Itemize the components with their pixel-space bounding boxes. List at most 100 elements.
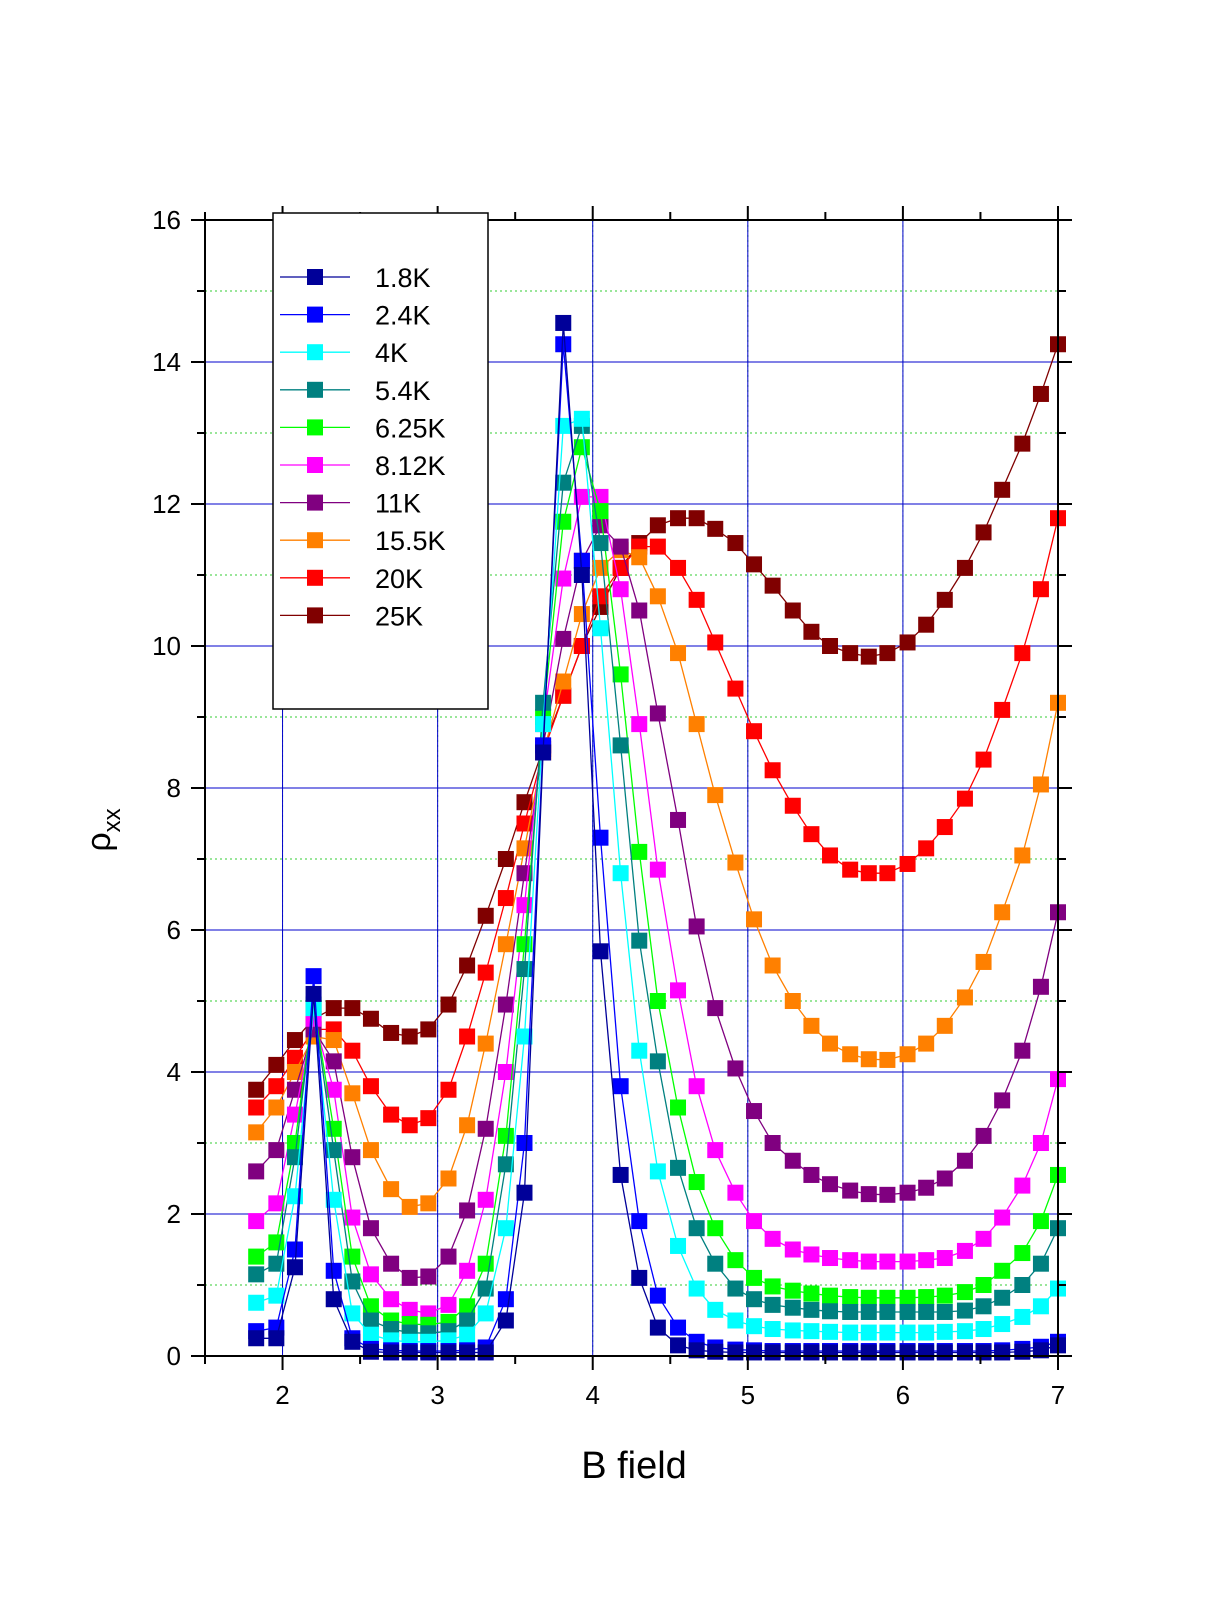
- data-point: [344, 1149, 361, 1166]
- data-point: [727, 1060, 744, 1077]
- legend-marker: [307, 607, 323, 624]
- data-point: [612, 581, 629, 598]
- data-point: [975, 1230, 992, 1247]
- data-point: [975, 953, 992, 970]
- data-point: [688, 1078, 705, 1095]
- data-point: [420, 1195, 437, 1212]
- data-point: [248, 1294, 265, 1311]
- data-point: [573, 488, 590, 505]
- data-point: [842, 861, 859, 878]
- legend-marker: [307, 381, 323, 398]
- legend-item: 2.4K: [280, 301, 431, 331]
- data-point: [727, 1280, 744, 1297]
- legend-marker: [307, 344, 323, 361]
- data-point: [842, 1252, 859, 1269]
- data-point: [936, 1303, 953, 1320]
- data-point: [1014, 645, 1031, 662]
- data-point: [746, 1318, 763, 1335]
- data-point: [420, 1344, 437, 1361]
- data-point: [860, 1253, 877, 1270]
- data-point: [670, 1319, 687, 1336]
- data-point: [649, 588, 666, 605]
- data-point: [764, 1230, 781, 1247]
- data-point: [899, 1046, 916, 1063]
- legend-label: 4K: [375, 338, 408, 368]
- data-point: [956, 1344, 973, 1361]
- data-point: [649, 1163, 666, 1180]
- data-point: [918, 1252, 935, 1269]
- data-point: [994, 1344, 1011, 1361]
- data-point: [822, 1176, 839, 1193]
- data-point: [612, 538, 629, 555]
- data-point: [994, 1092, 1011, 1109]
- data-point: [784, 1344, 801, 1361]
- legend-label: 15.5K: [375, 526, 446, 556]
- data-point: [459, 1326, 476, 1343]
- data-point: [707, 1220, 724, 1237]
- data-point: [420, 1021, 437, 1038]
- data-point: [1014, 1343, 1031, 1360]
- legend-marker: [307, 569, 323, 586]
- data-point: [286, 1049, 303, 1066]
- data-point: [803, 1344, 820, 1361]
- data-point: [573, 606, 590, 623]
- data-point: [516, 897, 533, 914]
- y-tick-label: 14: [152, 347, 181, 377]
- data-point: [899, 1253, 916, 1270]
- legend-item: 20K: [280, 564, 423, 594]
- data-point: [727, 680, 744, 697]
- data-point: [362, 1298, 379, 1315]
- data-point: [670, 1099, 687, 1116]
- data-point: [784, 797, 801, 814]
- data-point: [994, 1262, 1011, 1279]
- data-point: [879, 1324, 896, 1341]
- legend-item: 1.8K: [280, 263, 431, 293]
- data-point: [592, 829, 609, 846]
- y-axis-title: ρxx: [80, 808, 126, 851]
- data-point: [822, 638, 839, 654]
- data-point: [956, 1302, 973, 1319]
- data-point: [649, 1053, 666, 1070]
- data-point: [842, 645, 859, 662]
- legend-marker: [307, 269, 323, 285]
- data-point: [670, 645, 687, 662]
- data-point: [459, 1298, 476, 1315]
- data-point: [918, 1303, 935, 1320]
- data-point: [325, 1053, 342, 1070]
- data-point: [420, 1268, 437, 1285]
- data-point: [573, 552, 590, 569]
- data-point: [592, 488, 609, 505]
- data-point: [860, 1289, 877, 1306]
- data-point: [440, 1248, 457, 1265]
- data-point: [555, 336, 572, 353]
- data-point: [497, 1220, 514, 1237]
- data-point: [822, 1035, 839, 1052]
- data-point: [688, 918, 705, 935]
- data-point: [670, 1237, 687, 1254]
- data-point: [670, 1337, 687, 1354]
- data-point: [325, 1262, 342, 1279]
- data-point: [784, 602, 801, 619]
- data-point: [670, 510, 687, 527]
- data-point: [764, 1135, 781, 1151]
- legend-marker: [307, 532, 323, 549]
- data-point: [516, 1135, 533, 1151]
- data-point: [344, 1000, 361, 1017]
- data-point: [268, 1330, 285, 1347]
- data-point: [497, 851, 514, 867]
- data-point: [1014, 847, 1031, 864]
- data-point: [535, 744, 552, 761]
- data-point: [936, 1287, 953, 1304]
- data-point: [746, 723, 763, 740]
- data-point: [477, 1120, 494, 1137]
- data-point: [688, 1174, 705, 1191]
- data-point: [956, 559, 973, 576]
- data-point: [459, 1117, 476, 1134]
- x-tick-label: 5: [741, 1380, 755, 1410]
- data-point: [764, 762, 781, 779]
- data-point: [344, 1248, 361, 1265]
- data-point: [879, 1344, 896, 1361]
- data-point: [936, 1323, 953, 1340]
